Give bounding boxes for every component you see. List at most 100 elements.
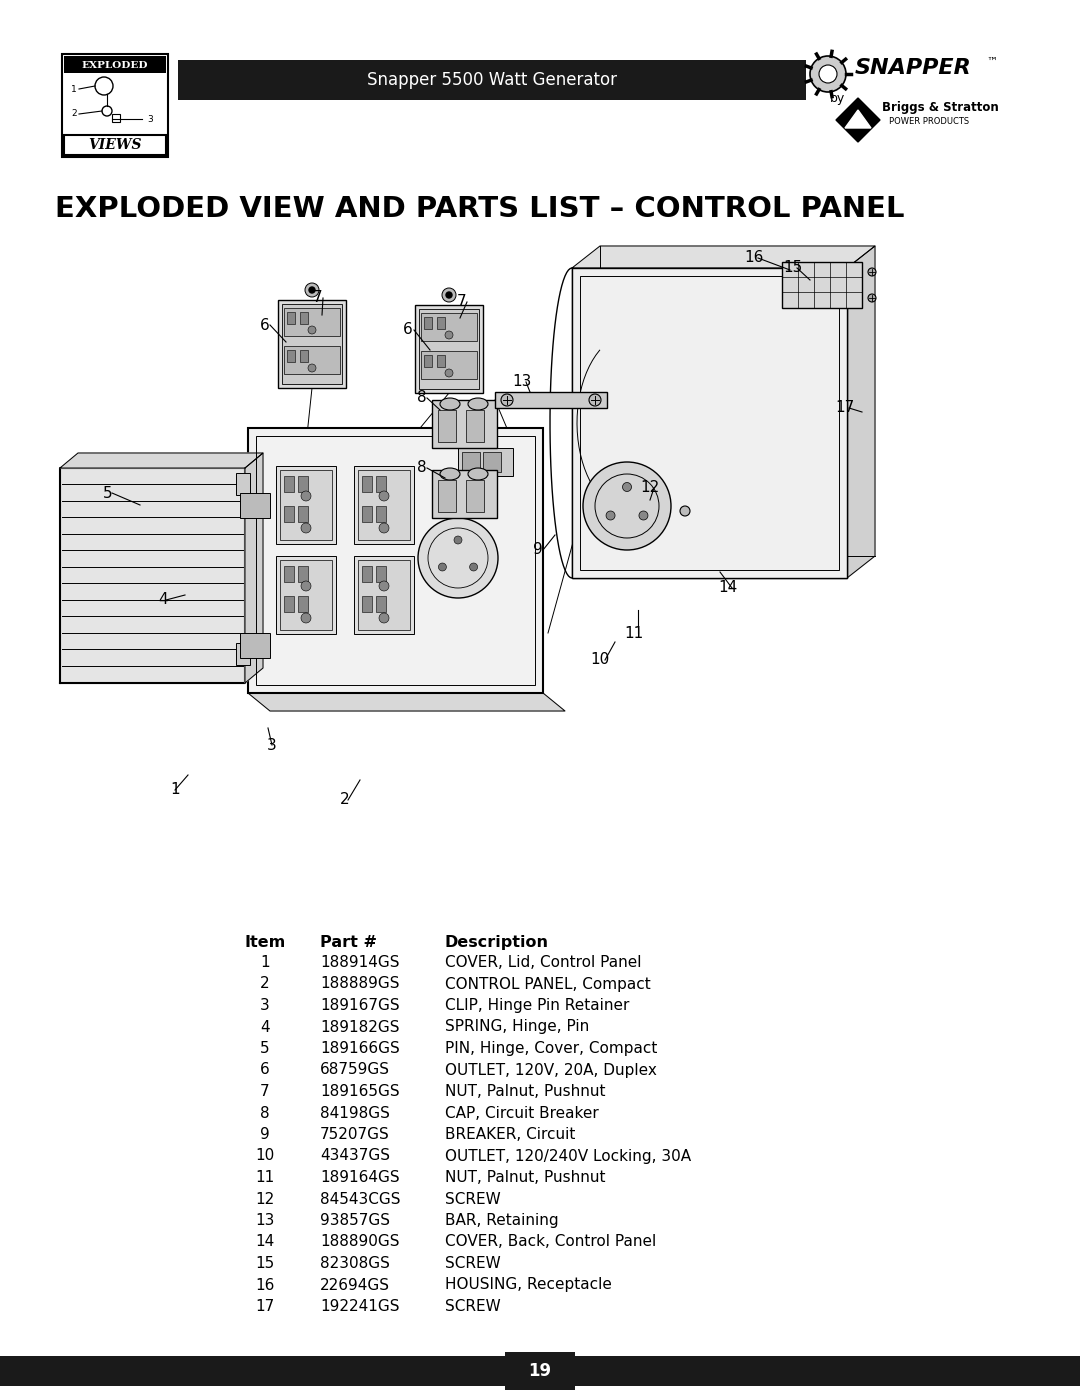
Bar	[284, 506, 294, 522]
Bar	[284, 307, 340, 337]
Text: 8: 8	[417, 461, 427, 475]
Text: 5: 5	[260, 1041, 270, 1056]
Text: 189164GS: 189164GS	[320, 1171, 400, 1185]
Text: 7: 7	[313, 291, 323, 306]
Polygon shape	[245, 453, 264, 683]
Text: COVER, Lid, Control Panel: COVER, Lid, Control Panel	[445, 956, 642, 970]
Text: 43437GS: 43437GS	[320, 1148, 390, 1164]
Bar	[438, 481, 456, 511]
Polygon shape	[572, 246, 875, 268]
Bar	[256, 436, 535, 685]
Text: 1: 1	[171, 782, 179, 798]
Text: OUTLET, 120/240V Locking, 30A: OUTLET, 120/240V Locking, 30A	[445, 1148, 691, 1164]
Bar	[376, 597, 386, 612]
Text: 188890GS: 188890GS	[320, 1235, 400, 1249]
Text: 7: 7	[260, 1084, 270, 1099]
Bar	[419, 309, 480, 388]
Polygon shape	[60, 453, 264, 468]
Text: 1: 1	[260, 956, 270, 970]
Circle shape	[445, 331, 453, 339]
Bar	[580, 277, 839, 570]
Circle shape	[446, 292, 453, 298]
Circle shape	[819, 66, 837, 82]
Text: 93857GS: 93857GS	[320, 1213, 390, 1228]
Bar	[421, 313, 477, 341]
Ellipse shape	[440, 398, 460, 409]
Text: SPRING, Hinge, Pin: SPRING, Hinge, Pin	[445, 1020, 590, 1035]
Text: EXPLODED: EXPLODED	[82, 60, 148, 70]
Text: BAR, Retaining: BAR, Retaining	[445, 1213, 558, 1228]
Text: 11: 11	[255, 1171, 274, 1185]
Text: 11: 11	[624, 626, 644, 640]
Text: POWER PRODUCTS: POWER PRODUCTS	[889, 117, 969, 127]
Text: 3: 3	[267, 738, 276, 753]
Bar	[357, 560, 410, 630]
Bar	[237, 643, 249, 665]
Bar	[62, 54, 168, 156]
Text: 188889GS: 188889GS	[320, 977, 400, 992]
Text: NUT, Palnut, Pushnut: NUT, Palnut, Pushnut	[445, 1084, 606, 1099]
Circle shape	[639, 511, 648, 520]
Text: Part #: Part #	[320, 935, 377, 950]
Text: 3: 3	[260, 997, 270, 1013]
Text: 68759GS: 68759GS	[320, 1063, 390, 1077]
Text: 13: 13	[512, 374, 531, 390]
Text: NUT, Palnut, Pushnut: NUT, Palnut, Pushnut	[445, 1171, 606, 1185]
Text: CLIP, Hinge Pin Retainer: CLIP, Hinge Pin Retainer	[445, 997, 630, 1013]
Circle shape	[309, 286, 315, 293]
Bar	[284, 566, 294, 583]
Bar	[237, 474, 249, 495]
Text: 6: 6	[260, 1063, 270, 1077]
Bar	[178, 60, 806, 101]
Bar	[280, 469, 332, 541]
Bar	[421, 351, 477, 379]
Text: Briggs & Stratton: Briggs & Stratton	[882, 102, 999, 115]
Bar	[362, 506, 372, 522]
Bar	[465, 481, 484, 511]
Text: 9: 9	[534, 542, 543, 557]
Polygon shape	[248, 693, 565, 711]
Circle shape	[301, 490, 311, 502]
Text: PIN, Hinge, Cover, Compact: PIN, Hinge, Cover, Compact	[445, 1041, 658, 1056]
Text: 16: 16	[255, 1277, 274, 1292]
Bar	[437, 317, 445, 330]
Circle shape	[868, 293, 876, 302]
Bar	[424, 317, 432, 330]
Ellipse shape	[468, 468, 488, 481]
Text: 82308GS: 82308GS	[320, 1256, 390, 1271]
Text: 2: 2	[260, 977, 270, 992]
Text: by: by	[831, 92, 846, 105]
Bar	[0, 1356, 1080, 1386]
Text: SNAPPER: SNAPPER	[855, 59, 972, 78]
Bar	[415, 305, 483, 393]
Bar	[276, 556, 336, 634]
Circle shape	[606, 511, 615, 520]
Text: 6: 6	[260, 317, 270, 332]
Ellipse shape	[440, 468, 460, 481]
Text: COVER, Back, Control Panel: COVER, Back, Control Panel	[445, 1235, 657, 1249]
Bar	[465, 409, 484, 441]
Bar	[505, 1352, 575, 1390]
Text: 189166GS: 189166GS	[320, 1041, 400, 1056]
Text: VIEWS: VIEWS	[89, 138, 141, 152]
Bar	[280, 560, 332, 630]
Text: EXPLODED VIEW AND PARTS LIST – CONTROL PANEL: EXPLODED VIEW AND PARTS LIST – CONTROL P…	[55, 196, 905, 224]
Bar	[437, 355, 445, 367]
Text: 188914GS: 188914GS	[320, 956, 400, 970]
Ellipse shape	[468, 398, 488, 409]
Text: Description: Description	[445, 935, 549, 950]
Circle shape	[301, 522, 311, 534]
Polygon shape	[836, 98, 880, 142]
Text: SCREW: SCREW	[445, 1299, 501, 1315]
Circle shape	[379, 581, 389, 591]
Text: 189165GS: 189165GS	[320, 1084, 400, 1099]
Bar	[248, 427, 543, 693]
Text: 16: 16	[744, 250, 764, 265]
Bar	[298, 566, 308, 583]
Circle shape	[301, 613, 311, 623]
Text: ™: ™	[986, 57, 997, 67]
Bar	[572, 268, 847, 578]
Text: 189167GS: 189167GS	[320, 997, 400, 1013]
Text: CAP, Circuit Breaker: CAP, Circuit Breaker	[445, 1105, 598, 1120]
Bar	[572, 268, 847, 578]
